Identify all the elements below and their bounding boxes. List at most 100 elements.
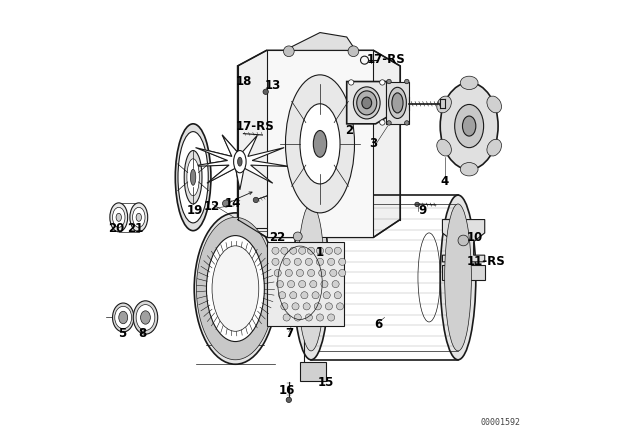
Ellipse shape	[136, 213, 141, 221]
Polygon shape	[267, 50, 373, 237]
Circle shape	[305, 314, 312, 321]
Ellipse shape	[119, 311, 127, 324]
Ellipse shape	[130, 203, 148, 232]
Text: 00001592: 00001592	[480, 418, 520, 426]
Circle shape	[285, 269, 292, 276]
Circle shape	[281, 303, 288, 310]
Circle shape	[292, 303, 299, 310]
Ellipse shape	[300, 104, 340, 184]
Ellipse shape	[207, 236, 264, 341]
Ellipse shape	[184, 151, 202, 204]
Circle shape	[348, 46, 359, 56]
Circle shape	[286, 397, 291, 403]
Ellipse shape	[116, 213, 122, 221]
Circle shape	[310, 280, 317, 288]
Text: 2: 2	[345, 124, 353, 137]
Ellipse shape	[187, 159, 199, 196]
Ellipse shape	[356, 91, 377, 115]
Circle shape	[299, 280, 306, 288]
Ellipse shape	[113, 303, 134, 332]
Circle shape	[380, 120, 385, 125]
Circle shape	[303, 303, 310, 310]
Circle shape	[308, 247, 315, 254]
Ellipse shape	[234, 151, 246, 173]
Circle shape	[287, 280, 294, 288]
Circle shape	[316, 258, 324, 265]
Circle shape	[276, 280, 284, 288]
Circle shape	[404, 121, 409, 125]
Ellipse shape	[132, 207, 145, 227]
Ellipse shape	[175, 124, 211, 231]
Circle shape	[290, 247, 297, 254]
Circle shape	[325, 303, 332, 310]
Ellipse shape	[194, 213, 276, 364]
Circle shape	[332, 280, 339, 288]
Circle shape	[334, 247, 341, 254]
Circle shape	[296, 269, 303, 276]
Polygon shape	[284, 33, 356, 50]
Polygon shape	[442, 220, 484, 262]
Circle shape	[404, 79, 409, 84]
Circle shape	[301, 292, 308, 299]
Circle shape	[330, 269, 337, 276]
Circle shape	[387, 79, 391, 84]
Text: 22: 22	[269, 231, 286, 244]
Circle shape	[308, 269, 315, 276]
Ellipse shape	[191, 169, 196, 185]
Text: 1: 1	[316, 246, 324, 259]
Circle shape	[316, 314, 324, 321]
Text: 11-RS: 11-RS	[467, 255, 506, 268]
Ellipse shape	[285, 75, 355, 213]
Text: 12: 12	[204, 200, 220, 213]
Circle shape	[323, 292, 330, 299]
Ellipse shape	[237, 157, 242, 166]
Ellipse shape	[487, 139, 502, 156]
Text: 18: 18	[236, 75, 253, 88]
Ellipse shape	[298, 204, 324, 351]
Polygon shape	[267, 242, 344, 327]
Ellipse shape	[178, 132, 208, 223]
Text: 14: 14	[225, 198, 241, 211]
Circle shape	[380, 80, 385, 85]
Ellipse shape	[212, 246, 259, 332]
Ellipse shape	[314, 130, 326, 157]
Circle shape	[294, 258, 301, 265]
Ellipse shape	[463, 116, 476, 136]
Ellipse shape	[110, 203, 127, 232]
Ellipse shape	[293, 195, 329, 360]
Bar	[300, 362, 326, 381]
Text: 8: 8	[138, 327, 146, 340]
Ellipse shape	[362, 97, 372, 109]
Text: 17-RS: 17-RS	[367, 53, 406, 66]
Circle shape	[272, 247, 279, 254]
Ellipse shape	[460, 76, 478, 90]
Circle shape	[283, 314, 290, 321]
Circle shape	[349, 80, 354, 85]
Polygon shape	[442, 265, 484, 280]
Ellipse shape	[196, 217, 275, 360]
Ellipse shape	[460, 163, 478, 176]
Circle shape	[339, 258, 346, 265]
Ellipse shape	[115, 306, 132, 329]
Ellipse shape	[388, 87, 406, 118]
Circle shape	[328, 314, 335, 321]
Ellipse shape	[440, 195, 476, 360]
Text: 9: 9	[418, 204, 426, 217]
Circle shape	[321, 280, 328, 288]
Text: 3: 3	[369, 138, 378, 151]
Circle shape	[458, 235, 468, 246]
Circle shape	[337, 303, 344, 310]
Ellipse shape	[113, 207, 125, 227]
Text: 19: 19	[186, 204, 203, 217]
Circle shape	[316, 247, 324, 254]
Circle shape	[281, 247, 288, 254]
Polygon shape	[347, 82, 387, 124]
Circle shape	[328, 258, 335, 265]
Circle shape	[253, 197, 259, 202]
Ellipse shape	[133, 301, 157, 334]
Circle shape	[325, 247, 332, 254]
Ellipse shape	[436, 96, 451, 113]
Text: 7: 7	[285, 327, 293, 340]
Circle shape	[299, 247, 306, 254]
Ellipse shape	[141, 311, 150, 324]
